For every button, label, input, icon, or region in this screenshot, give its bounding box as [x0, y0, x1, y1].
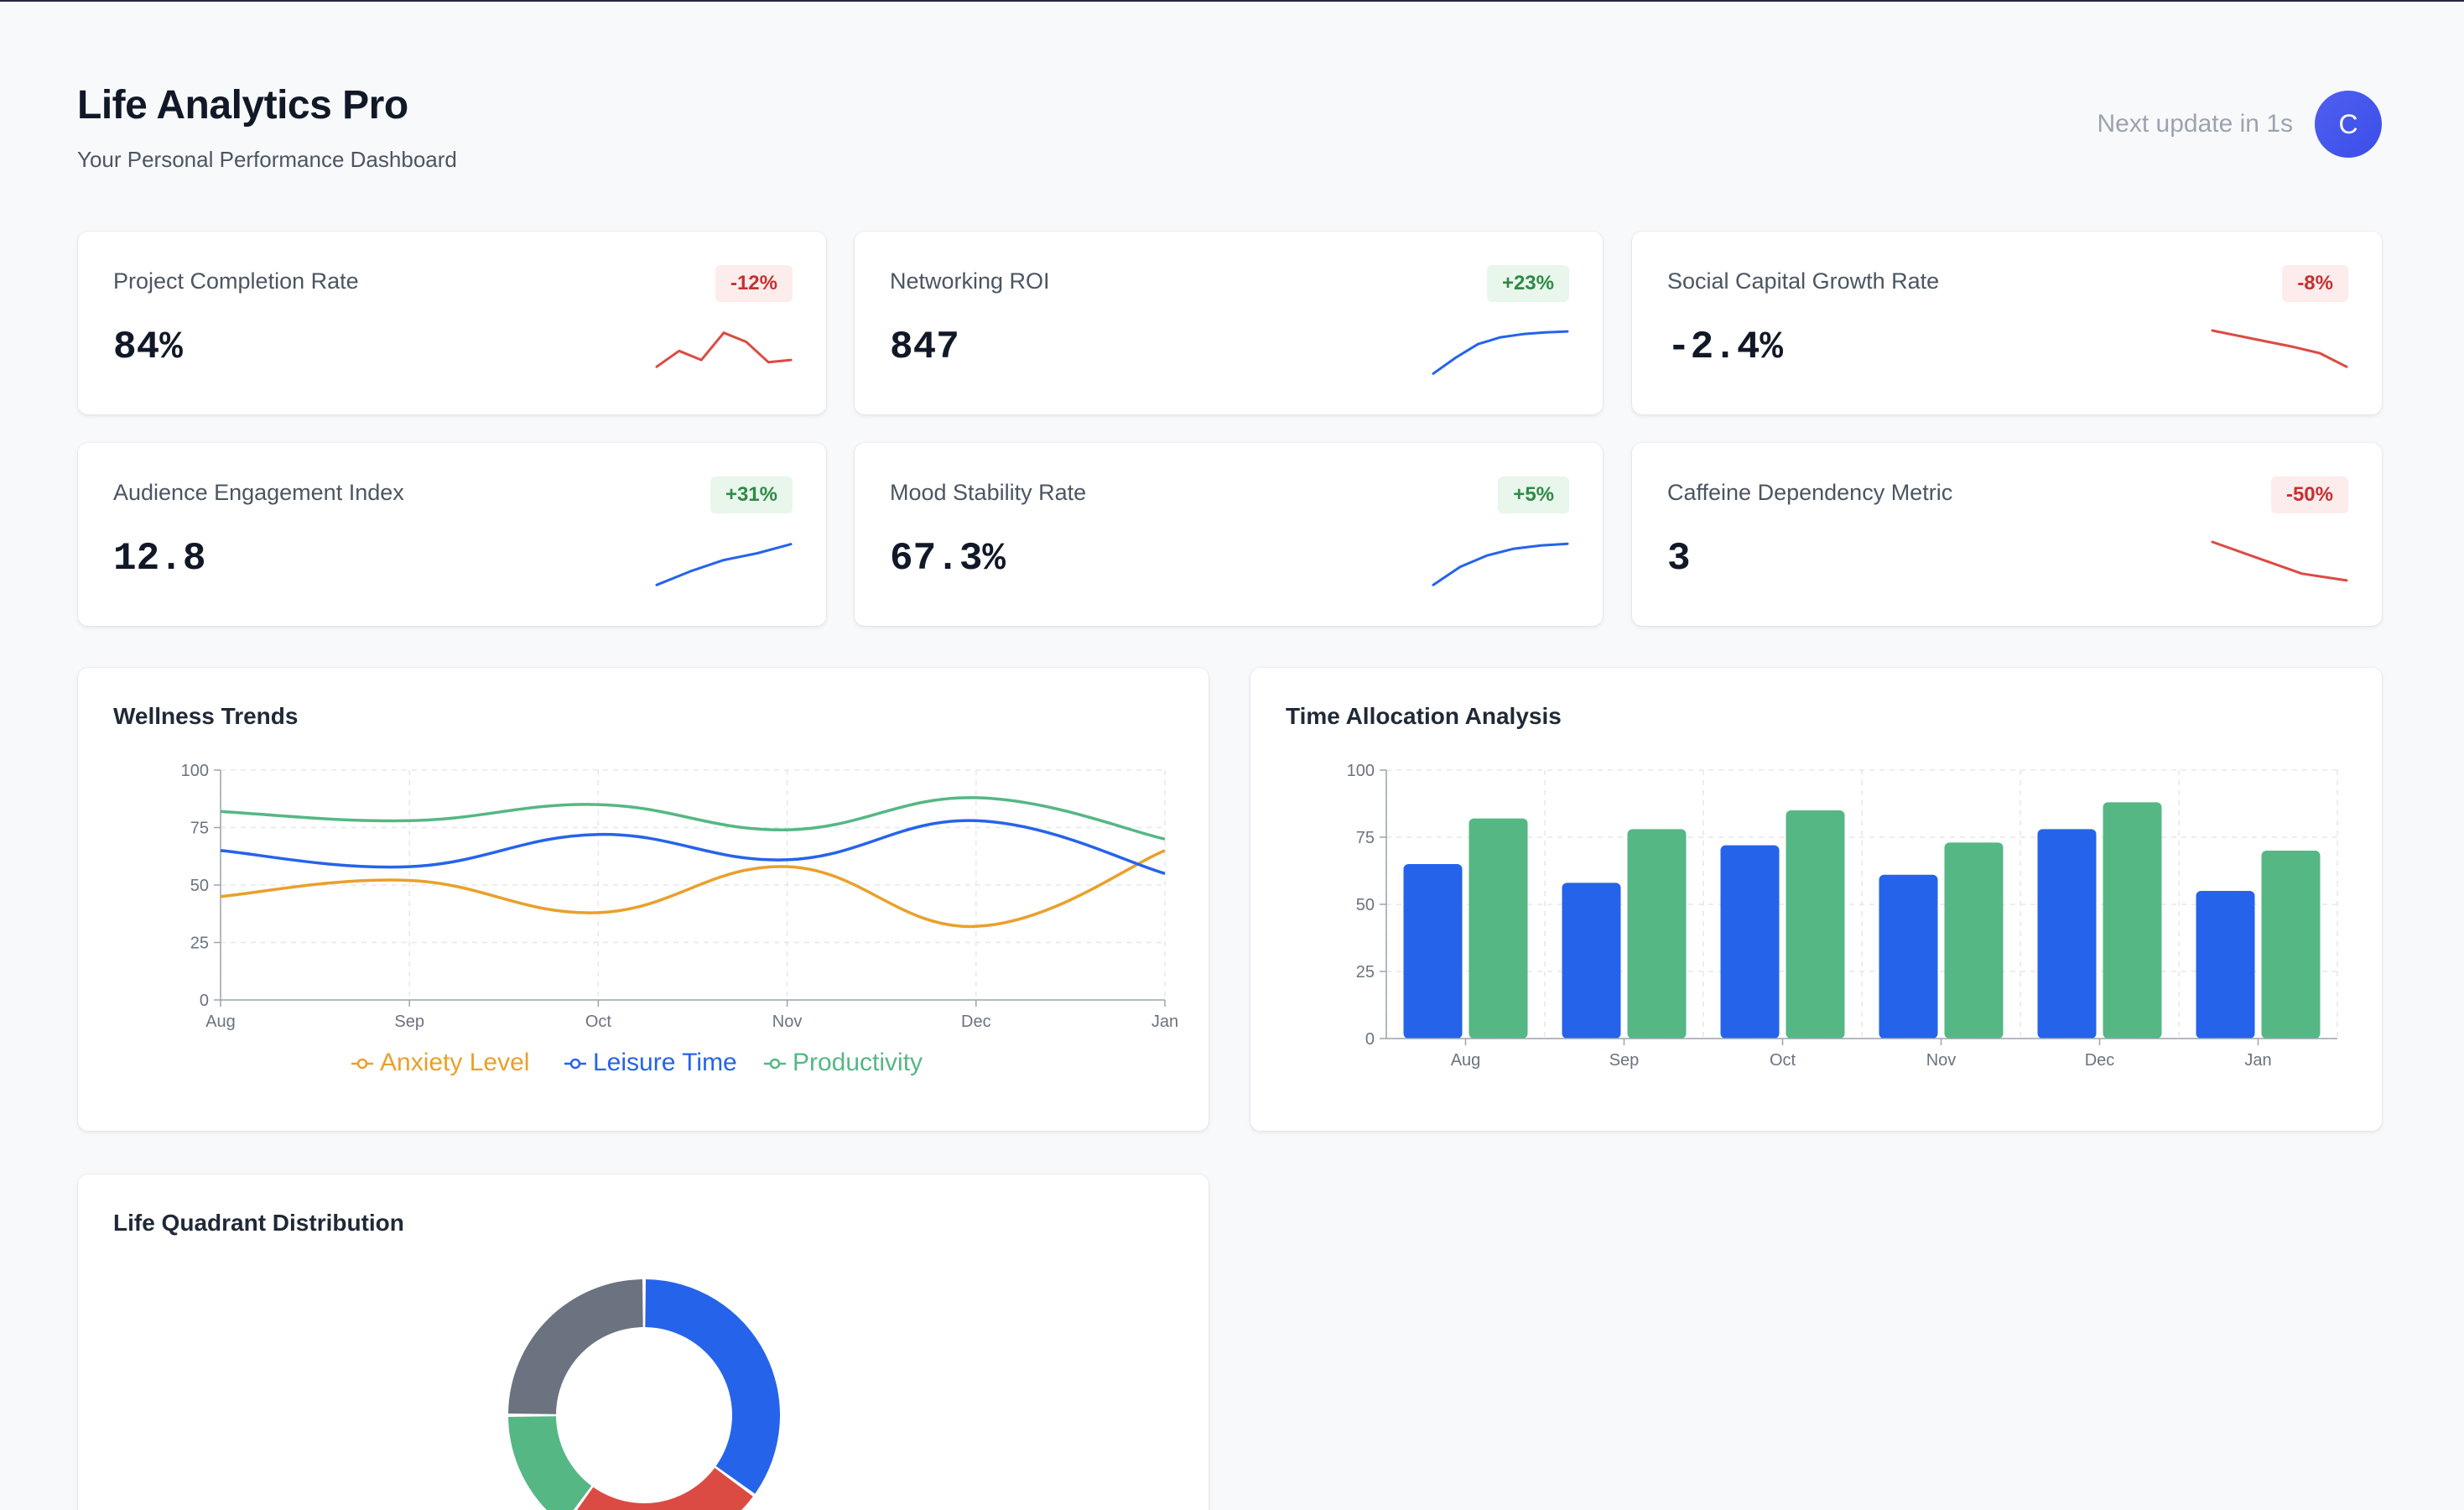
sparkline-path — [2211, 329, 2348, 368]
metric-sparkline — [1432, 542, 1569, 586]
donut-slice[interactable] — [565, 1467, 753, 1510]
metric-label: Caffeine Dependency Metric — [1667, 480, 1953, 505]
bar[interactable] — [1403, 864, 1463, 1039]
x-tick-label: Oct — [585, 1013, 612, 1031]
metric-change-badge: -12% — [715, 265, 793, 302]
metric-change-badge: +23% — [1486, 265, 1569, 302]
life-quadrant-title: Life Quadrant Distribution — [113, 1210, 404, 1236]
header-right: Next update in 1s C — [2098, 91, 2382, 158]
x-tick-label: Nov — [1926, 1051, 1957, 1070]
y-tick-label: 0 — [1365, 1030, 1375, 1049]
x-tick-label: Dec — [961, 1013, 991, 1031]
window-top-border — [0, 0, 2464, 2]
metric-value: 67.3% — [890, 537, 1006, 581]
y-tick-label: 50 — [1356, 896, 1375, 914]
x-tick-label: Aug — [1451, 1051, 1481, 1070]
y-tick-label: 75 — [190, 820, 209, 838]
legend-label[interactable]: Productivity — [793, 1049, 923, 1076]
time-allocation-title: Time Allocation Analysis — [1286, 703, 1562, 729]
x-tick-label: Sep — [1609, 1051, 1640, 1070]
y-tick-label: 0 — [200, 992, 209, 1010]
y-tick-label: 25 — [1356, 963, 1375, 982]
metric-value: 3 — [1667, 537, 1691, 581]
bar[interactable] — [2037, 829, 2097, 1039]
bar[interactable] — [2196, 891, 2255, 1039]
y-tick-label: 25 — [190, 935, 209, 953]
bar[interactable] — [2261, 851, 2321, 1039]
x-tick-label: Aug — [205, 1013, 236, 1031]
metric-sparkline — [655, 543, 793, 586]
user-avatar[interactable]: C — [2315, 91, 2382, 158]
sparkline-path — [655, 331, 793, 368]
bar[interactable] — [1879, 874, 1938, 1039]
page-title: Life Analytics Pro — [77, 83, 408, 128]
bar[interactable] — [1562, 883, 1621, 1039]
metric-change-badge: +5% — [1498, 476, 1569, 513]
x-tick-label: Oct — [1770, 1051, 1796, 1070]
bar[interactable] — [1786, 810, 1845, 1039]
page-header: Life Analytics Pro Your Personal Perform… — [77, 82, 2382, 183]
metric-sparkline — [655, 331, 793, 368]
metric-change-badge: -50% — [2270, 476, 2348, 513]
time-allocation-bar-chart[interactable]: 0 25 50 75 100 Aug Sep Oct Nov Dec Jan — [1250, 668, 2382, 1131]
wellness-line-chart[interactable]: 0 25 50 75 100 Aug Sep Oct Nov Dec Jan Anxiety Leve… — [78, 668, 1209, 1131]
donut-slice[interactable] — [508, 1416, 592, 1510]
x-tick-label: Jan — [2244, 1051, 2271, 1070]
x-tick-label: Dec — [2085, 1051, 2115, 1070]
time-allocation-panel: Time Allocation Analysis 0 25 50 75 100 Aug Se… — [1250, 668, 2382, 1131]
wellness-trends-title: Wellness Trends — [113, 703, 299, 729]
metric-card[interactable]: Audience Engagement Index +31% 12.8 — [78, 443, 826, 626]
metric-card[interactable]: Mood Stability Rate +5% 67.3% — [855, 443, 1603, 626]
metric-card[interactable]: Project Completion Rate -12% 84% — [78, 232, 826, 414]
y-tick-label: 100 — [181, 762, 209, 780]
legend-swatch-dot — [569, 1058, 581, 1070]
life-quadrant-donut-chart[interactable] — [78, 1174, 1209, 1510]
sparkline-path — [1432, 330, 1569, 375]
y-tick-label: 100 — [1347, 762, 1375, 780]
metric-label: Audience Engagement Index — [113, 480, 404, 505]
legend-swatch-dot — [356, 1058, 368, 1070]
sparkline-path — [1432, 542, 1569, 586]
legend-swatch-dot — [769, 1058, 781, 1070]
bar[interactable] — [1469, 818, 1528, 1039]
metric-card[interactable]: Caffeine Dependency Metric -50% 3 — [1632, 443, 2382, 626]
bar[interactable] — [2103, 802, 2162, 1039]
x-tick-label: Sep — [394, 1013, 424, 1031]
bar[interactable] — [1720, 845, 1780, 1039]
metric-card[interactable]: Social Capital Growth Rate -8% -2.4% — [1632, 232, 2382, 414]
y-tick-label: 50 — [190, 877, 209, 895]
y-tick-label: 75 — [1356, 829, 1375, 847]
metric-value: 847 — [890, 325, 959, 369]
bar[interactable] — [1627, 829, 1687, 1039]
bar[interactable] — [1944, 842, 2004, 1039]
series-line — [220, 819, 1166, 875]
metric-sparkline — [2211, 540, 2348, 582]
metric-label: Networking ROI — [890, 268, 1050, 294]
metric-label: Mood Stability Rate — [890, 480, 1087, 505]
metric-value: -2.4% — [1667, 325, 1784, 369]
wellness-trends-panel: Wellness Trends 0 25 50 75 100 Aug Sep Oct Nov De… — [78, 668, 1209, 1131]
legend-label[interactable]: Anxiety Level — [380, 1049, 529, 1076]
metric-label: Social Capital Growth Rate — [1667, 268, 1940, 294]
x-tick-label: Jan — [1151, 1013, 1178, 1031]
legend-label[interactable]: Leisure Time — [593, 1049, 737, 1076]
metric-card[interactable]: Networking ROI +23% 847 — [855, 232, 1603, 414]
donut-slice[interactable] — [645, 1279, 780, 1494]
sparkline-path — [2211, 540, 2348, 582]
next-update-status: Next update in 1s — [2097, 110, 2293, 138]
donut-slice[interactable] — [508, 1279, 643, 1414]
metric-value: 12.8 — [113, 537, 206, 581]
x-tick-label: Nov — [772, 1013, 803, 1031]
page-subtitle: Your Personal Performance Dashboard — [77, 147, 457, 172]
metric-change-badge: +31% — [710, 476, 793, 513]
metric-label: Project Completion Rate — [113, 268, 359, 294]
series-line — [220, 849, 1166, 929]
metric-sparkline — [2211, 329, 2348, 368]
sparkline-path — [655, 543, 793, 586]
metric-value: 84% — [113, 325, 183, 369]
series-line — [220, 796, 1166, 841]
metric-sparkline — [1432, 330, 1569, 375]
life-quadrant-panel: Life Quadrant Distribution — [78, 1174, 1209, 1510]
metric-change-badge: -8% — [2282, 265, 2348, 302]
